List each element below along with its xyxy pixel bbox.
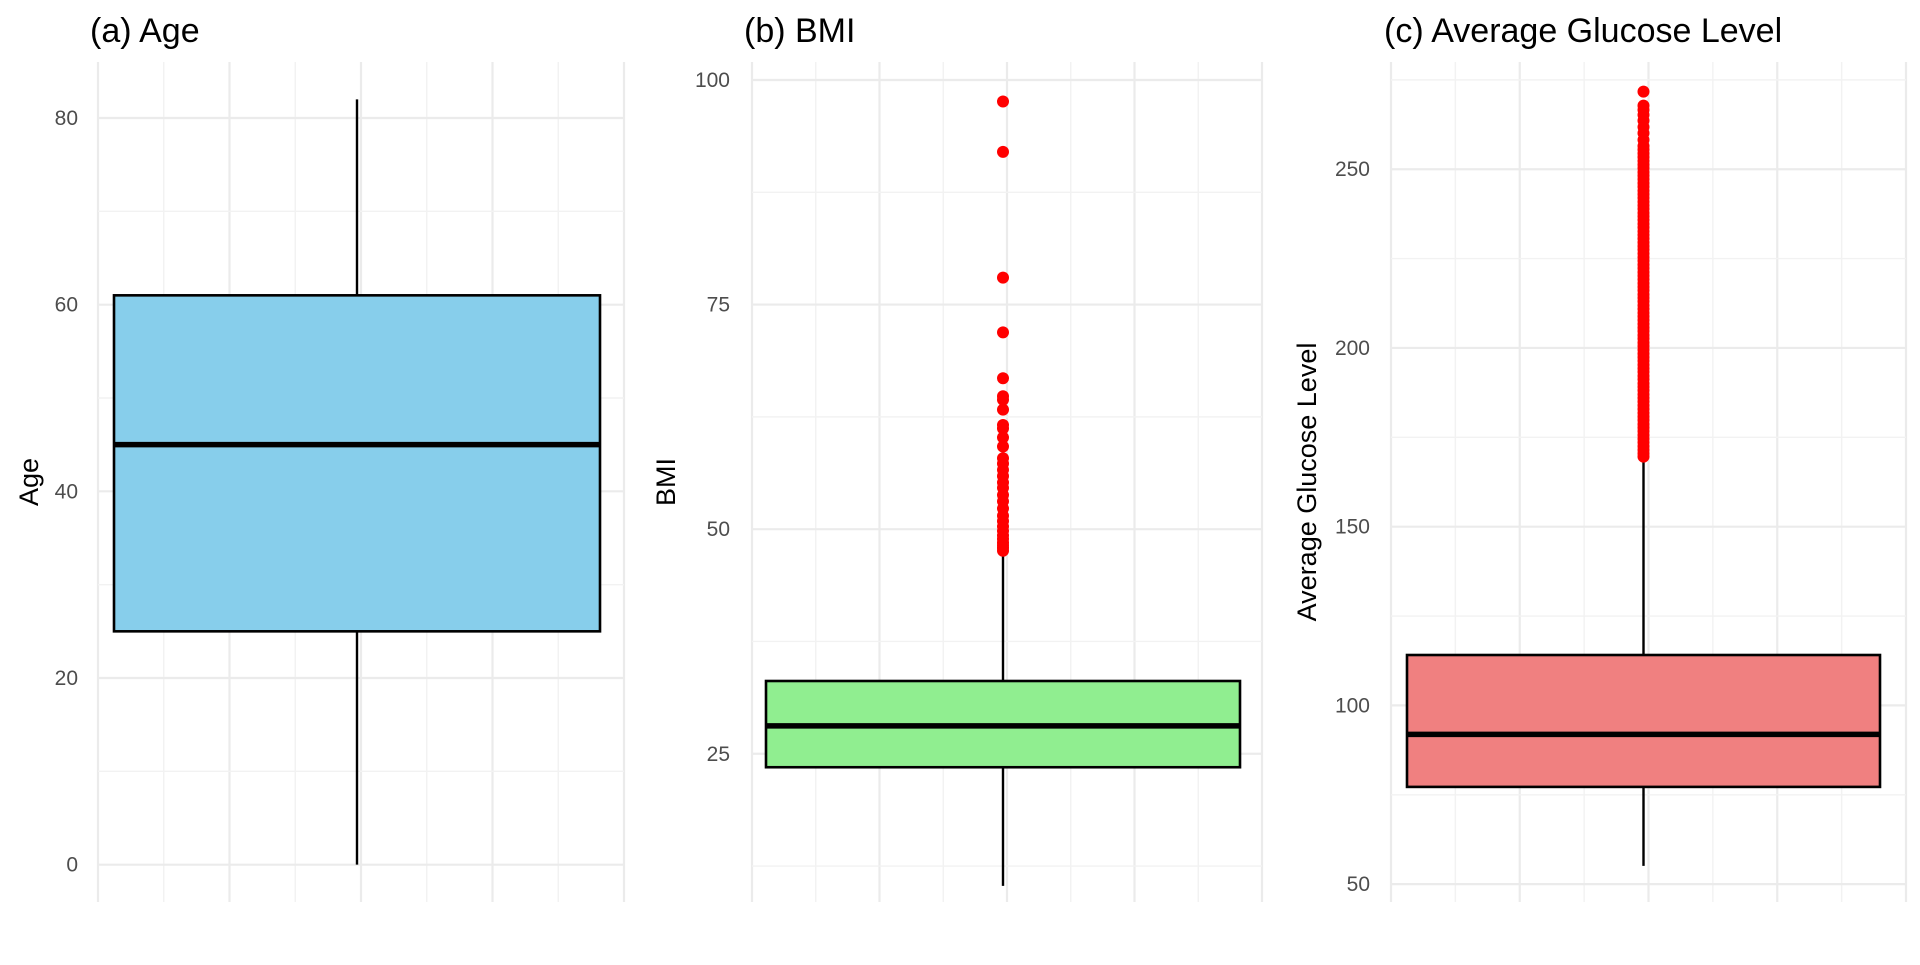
y-tick-label: 40 <box>55 480 78 503</box>
panel-age: 0 20 40 60 80 (a) Age Age <box>14 12 626 902</box>
panel-age-title: (a) Age <box>90 12 200 50</box>
y-tick-label: 200 <box>1335 337 1370 360</box>
outlier-point <box>1637 85 1650 98</box>
panel-bmi: 25 50 75 100 (b) BMI BMI <box>651 12 1264 902</box>
outlier-point <box>997 372 1009 385</box>
outlier-point <box>997 403 1009 416</box>
panel-age-y-axis-label: Age <box>14 458 44 506</box>
y-tick-label: 0 <box>66 854 78 877</box>
y-tick-label: 80 <box>55 107 78 130</box>
panel-age-plot <box>112 99 602 865</box>
y-tick-label: 75 <box>707 294 730 317</box>
panel-glucose-y-ticks: 50 100 150 200 250 <box>1335 158 1370 896</box>
y-tick-label: 100 <box>695 69 730 92</box>
y-tick-label: 150 <box>1335 516 1370 539</box>
outlier-point <box>997 271 1009 284</box>
panel-age-y-ticks: 0 20 40 60 80 <box>55 107 78 877</box>
box-iqr <box>112 294 602 633</box>
y-tick-label: 25 <box>707 743 730 766</box>
y-tick-label: 20 <box>55 667 78 690</box>
outlier-point <box>1637 99 1650 112</box>
panel-glucose-plot <box>1405 85 1882 866</box>
outlier-point <box>997 418 1009 431</box>
panel-bmi-title: (b) BMI <box>744 12 855 50</box>
outlier-point <box>997 326 1009 339</box>
outlier-point <box>997 431 1009 444</box>
panel-glucose-y-axis-label: Average Glucose Level <box>1292 343 1322 622</box>
panel-bmi-y-axis-label: BMI <box>651 458 681 506</box>
y-tick-label: 60 <box>55 294 78 317</box>
y-tick-label: 250 <box>1335 158 1370 181</box>
y-tick-label: 100 <box>1335 694 1370 717</box>
box-iqr <box>1405 653 1882 789</box>
outlier-point <box>997 145 1009 158</box>
panel-bmi-plot <box>764 95 1242 886</box>
outlier-point <box>997 440 1009 453</box>
panel-bmi-y-ticks: 25 50 75 100 <box>695 69 730 766</box>
outlier-point <box>997 390 1009 403</box>
outlier-point <box>997 95 1009 108</box>
outlier-point <box>997 452 1009 465</box>
y-tick-label: 50 <box>707 518 730 541</box>
y-tick-label: 50 <box>1347 873 1370 896</box>
panel-glucose-title: (c) Average Glucose Level <box>1384 12 1782 50</box>
panel-glucose: 50 100 150 200 250 (c) Average Glucose Level… <box>1292 12 1908 902</box>
